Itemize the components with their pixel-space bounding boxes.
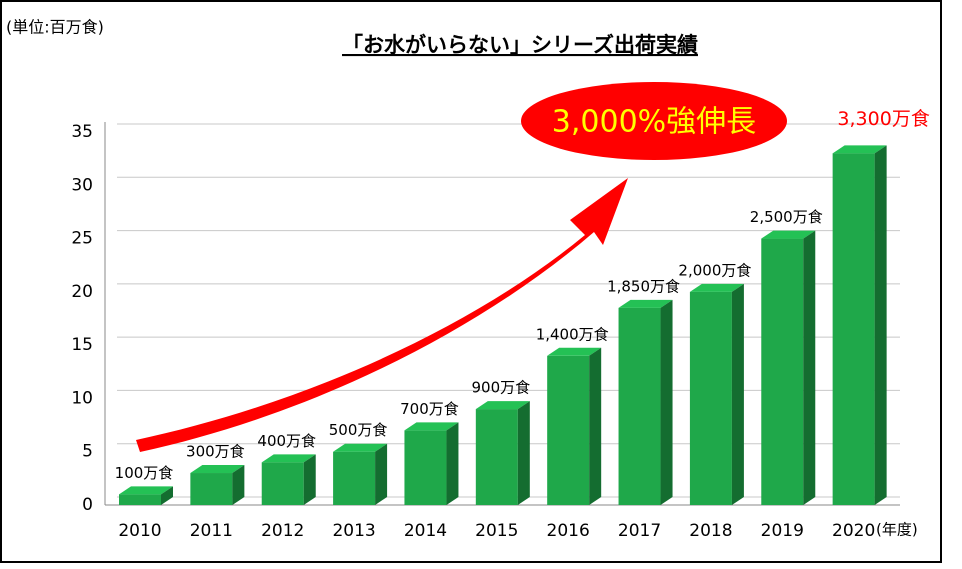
bar-side [660,299,673,505]
bar [333,451,376,505]
x-tick-label: 2020 [832,521,875,541]
x-axis-label: (年度) [876,521,918,539]
bar-side [303,454,316,505]
y-tick-label: 10 [71,388,93,408]
bar-side [589,347,602,505]
value-label: 3,300万食 [837,108,929,130]
value-label: 300万食 [186,443,245,461]
bar-side [517,401,530,505]
value-label: 500万食 [329,421,388,439]
bar-side [375,443,388,505]
bar-top [475,401,530,410]
bar-top [547,347,602,356]
bar-top [404,422,459,431]
value-label: 2,000万食 [678,261,751,279]
bar [475,409,518,505]
bar [404,430,447,505]
bar-side [731,283,744,505]
bar [261,462,304,505]
x-tick-label: 2019 [761,521,804,541]
bar [547,355,590,505]
bar-side [232,465,245,505]
bar-top [190,465,245,474]
bar-top [261,454,316,463]
plot: 0 5 10 15 20 25 30 35 2010 100万食 2011 300万食 2012 400万… [71,108,929,541]
bar-top [618,299,673,308]
value-label: 2,500万食 [750,208,823,226]
x-tick-label: 2012 [261,521,304,541]
value-label: 100万食 [115,464,174,482]
bar-top [832,145,887,154]
bar [119,494,161,505]
x-tick-label: 2015 [475,521,518,541]
value-label: 400万食 [257,432,316,450]
bar [832,153,875,506]
bar [190,473,233,505]
x-tick-label: 2014 [404,521,447,541]
y-tick-label: 15 [71,335,93,355]
y-tick-label: 25 [71,229,93,249]
x-tick-label: 2010 [118,521,161,541]
x-tick-label: 2011 [190,521,233,541]
bar [689,291,732,505]
bar-top [761,230,816,239]
y-tick-label: 35 [71,122,93,142]
chart-title: 「お水がいらない」シリーズ出荷実績 [342,33,698,57]
x-tick-label: 2018 [689,521,732,541]
bar-side [874,145,887,506]
y-tick-label: 0 [82,495,93,515]
value-label: 1,400万食 [536,325,609,343]
value-label: 900万食 [471,379,530,397]
bar-top [689,283,744,292]
bar-side [803,230,816,506]
y-tick-label: 5 [82,442,93,462]
bar [618,307,661,505]
x-tick-label: 2013 [332,521,375,541]
annotation-badge [521,82,787,160]
y-tick-label: 30 [71,175,93,195]
bar [761,238,804,506]
bar-side [161,486,173,505]
bar-top [333,443,388,452]
value-label: 1,850万食 [607,277,680,295]
y-tick-label: 20 [71,282,93,302]
x-tick-label: 2016 [547,521,590,541]
bar-top [119,486,173,495]
x-tick-label: 2017 [618,521,661,541]
value-label: 700万食 [400,400,459,418]
y-axis-label: (単位:百万食) [6,18,104,37]
bar-side [446,422,459,505]
annotation: 3,000%強伸長 [552,105,756,140]
